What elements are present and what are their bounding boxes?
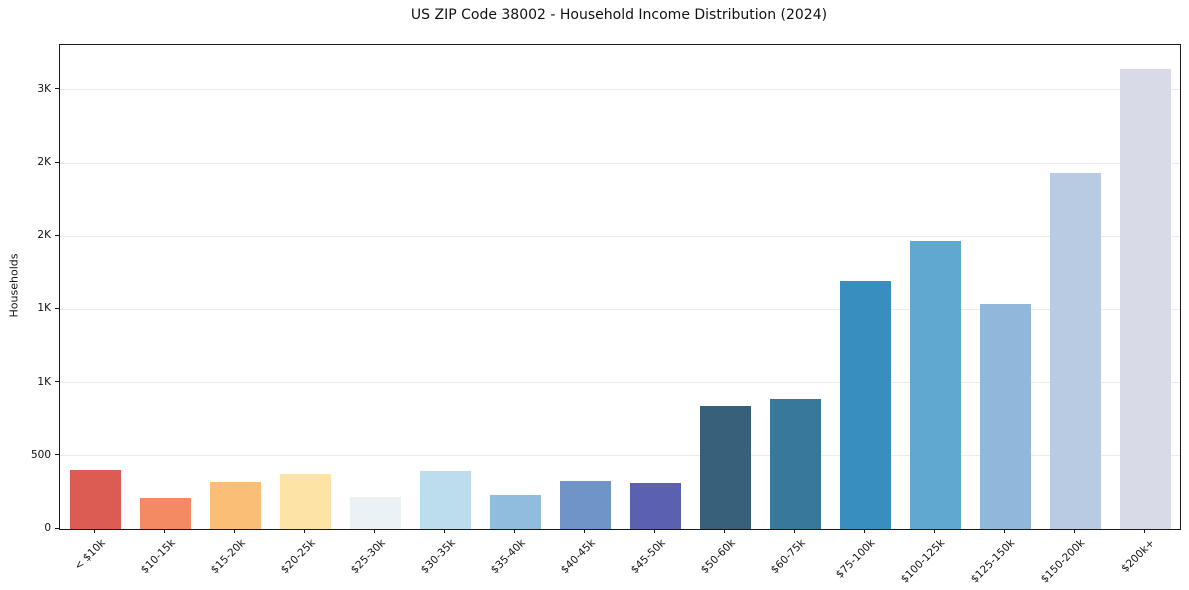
x-tick-label: $25-30k — [348, 537, 388, 577]
x-tick-mark — [233, 529, 235, 533]
bar-200k+ — [1119, 68, 1171, 529]
gridline — [60, 382, 1180, 384]
bar-10-15k — [139, 498, 191, 529]
x-tick-label: $30-35k — [418, 537, 458, 577]
y-tick-mark — [55, 454, 59, 456]
x-tick-label: $10-15k — [138, 537, 178, 577]
gridline — [60, 235, 1180, 237]
gridline — [60, 455, 1180, 457]
gridline — [60, 89, 1180, 91]
x-tick-mark — [583, 529, 585, 533]
x-tick-label: $75-100k — [833, 537, 878, 581]
y-tick-mark — [55, 527, 59, 529]
x-tick-mark — [373, 529, 375, 533]
y-axis-label: Households — [7, 253, 21, 318]
bar-10k — [69, 470, 121, 529]
y-tick-mark — [55, 234, 59, 236]
y-tick-mark — [55, 381, 59, 383]
plot-area — [59, 44, 1181, 530]
gridline — [60, 308, 1180, 310]
bar-35-40k — [489, 495, 541, 529]
x-tick-label: < $10k — [71, 537, 108, 573]
bar-25-30k — [349, 496, 401, 529]
x-tick-label: $125-150k — [968, 537, 1018, 586]
y-tick-label: 500 — [30, 448, 51, 461]
y-tick-label: 1K — [37, 375, 51, 388]
x-tick-label: $150-200k — [1038, 537, 1088, 586]
bar-15-20k — [209, 481, 261, 529]
x-tick-label: $35-40k — [488, 537, 528, 577]
x-tick-label: $45-50k — [628, 537, 668, 577]
x-tick-mark — [793, 529, 795, 533]
x-tick-label: $100-125k — [898, 537, 948, 586]
x-tick-mark — [1073, 529, 1075, 533]
x-tick-mark — [933, 529, 935, 533]
chart-title: US ZIP Code 38002 - Household Income Dis… — [410, 7, 828, 23]
gridline — [60, 162, 1180, 164]
bar-50-60k — [699, 406, 751, 529]
y-tick-mark — [55, 88, 59, 90]
y-tick-label: 1K — [37, 302, 51, 315]
y-tick-label: 2K — [37, 156, 51, 169]
y-tick-label: 2K — [37, 229, 51, 242]
y-tick-mark — [55, 161, 59, 163]
x-tick-mark — [163, 529, 165, 533]
x-tick-mark — [513, 529, 515, 533]
x-tick-label: $200k+ — [1119, 537, 1158, 575]
x-tick-mark — [863, 529, 865, 533]
y-tick-label: 0 — [44, 522, 51, 534]
x-tick-mark — [1143, 529, 1145, 533]
bar-150-200k — [1049, 172, 1101, 529]
bar-125-150k — [979, 303, 1031, 529]
x-tick-label: $20-25k — [278, 537, 318, 577]
bar-100-125k — [909, 241, 961, 529]
x-tick-mark — [93, 529, 95, 533]
x-tick-mark — [1003, 529, 1005, 533]
bar-30-35k — [419, 470, 471, 529]
x-tick-label: $40-45k — [558, 537, 598, 577]
bar-45-50k — [629, 483, 681, 529]
x-tick-mark — [443, 529, 445, 533]
x-tick-label: $15-20k — [208, 537, 248, 577]
bar-60-75k — [769, 399, 821, 529]
bar-20-25k — [279, 473, 331, 529]
bar-75-100k — [839, 280, 891, 529]
y-tick-mark — [55, 307, 59, 309]
x-tick-label: $50-60k — [698, 537, 738, 577]
x-tick-mark — [723, 529, 725, 533]
y-tick-label: 3K — [37, 82, 51, 95]
x-tick-label: $60-75k — [768, 537, 808, 577]
bar-40-45k — [559, 481, 611, 529]
x-tick-mark — [303, 529, 305, 533]
x-tick-mark — [653, 529, 655, 533]
